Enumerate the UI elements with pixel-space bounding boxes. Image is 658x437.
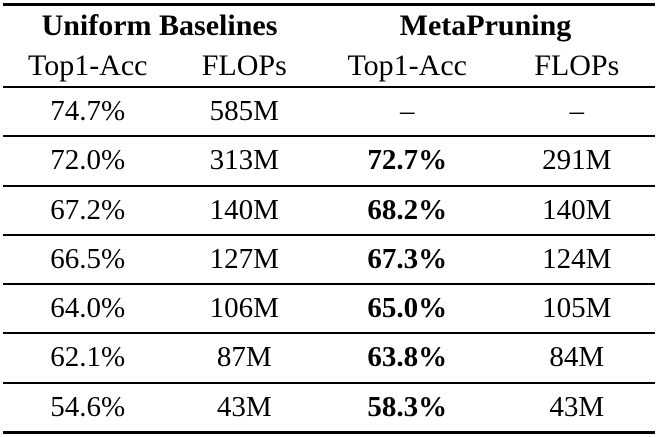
cell-baseline-flops: 127M xyxy=(209,242,279,275)
cell-meta-acc: 58.3% xyxy=(367,390,448,423)
table-row: 54.6% 43M 58.3% 43M xyxy=(3,382,655,433)
table-row: 66.5% 127M 67.3% 124M xyxy=(3,234,655,284)
cell-meta-flops: 291M xyxy=(542,144,612,177)
cell-meta-acc: 65.0% xyxy=(367,292,448,325)
cell-baseline-flops: 106M xyxy=(209,292,279,325)
column-header-top1-acc-meta: Top1-Acc xyxy=(347,49,467,82)
cell-baseline-flops: 313M xyxy=(209,144,279,177)
cell-baseline-acc: 72.0% xyxy=(50,144,126,177)
column-header-top1-acc-baseline: Top1-Acc xyxy=(27,49,148,82)
cell-meta-flops: 105M xyxy=(542,292,612,325)
table-header: Uniform Baselines MetaPruning Top1-Acc F… xyxy=(3,5,655,88)
table-row: 62.1% 87M 63.8% 84M xyxy=(3,333,655,382)
table-row: 74.7% 585M – – xyxy=(3,87,655,136)
cell-meta-flops: 84M xyxy=(549,341,605,374)
results-table: Uniform Baselines MetaPruning Top1-Acc F… xyxy=(3,3,655,434)
cell-baseline-acc: 67.2% xyxy=(50,193,126,226)
cell-meta-acc: 67.3% xyxy=(367,242,448,275)
cell-meta-flops: 124M xyxy=(542,242,612,275)
cell-baseline-acc: 74.7% xyxy=(50,95,126,128)
cell-meta-flops: 140M xyxy=(542,193,612,226)
cell-baseline-flops: 585M xyxy=(209,95,279,128)
cell-baseline-flops: 43M xyxy=(216,390,272,423)
cell-baseline-acc: 66.5% xyxy=(50,242,126,275)
cell-meta-flops: 43M xyxy=(549,390,605,423)
cell-meta-flops: – xyxy=(569,95,585,128)
cell-meta-acc: 63.8% xyxy=(367,341,448,374)
cell-baseline-flops: 140M xyxy=(209,193,279,226)
cell-meta-acc: 72.7% xyxy=(367,144,448,177)
table-row: 67.2% 140M 68.2% 140M xyxy=(3,185,655,235)
group-header-uniform-baselines: Uniform Baselines xyxy=(41,9,278,42)
cell-baseline-acc: 64.0% xyxy=(50,292,126,325)
cell-baseline-flops: 87M xyxy=(216,341,272,374)
column-header-flops-meta: FLOPs xyxy=(534,49,620,82)
cell-baseline-acc: 54.6% xyxy=(50,390,126,423)
group-header-row: Uniform Baselines MetaPruning xyxy=(3,5,655,47)
cell-meta-acc: 68.2% xyxy=(367,193,448,226)
column-header-flops-baseline: FLOPs xyxy=(201,49,287,82)
group-header-metapruning: MetaPruning xyxy=(399,9,572,42)
cell-meta-acc: – xyxy=(399,95,415,128)
table-body: 74.7% 585M – – 72.0% 313M 72.7% 291M 67.… xyxy=(3,87,655,433)
table-row: 72.0% 313M 72.7% 291M xyxy=(3,136,655,185)
cell-baseline-acc: 62.1% xyxy=(50,341,126,374)
table-row: 64.0% 106M 65.0% 105M xyxy=(3,284,655,333)
column-header-row: Top1-Acc FLOPs Top1-Acc FLOPs xyxy=(3,46,655,87)
